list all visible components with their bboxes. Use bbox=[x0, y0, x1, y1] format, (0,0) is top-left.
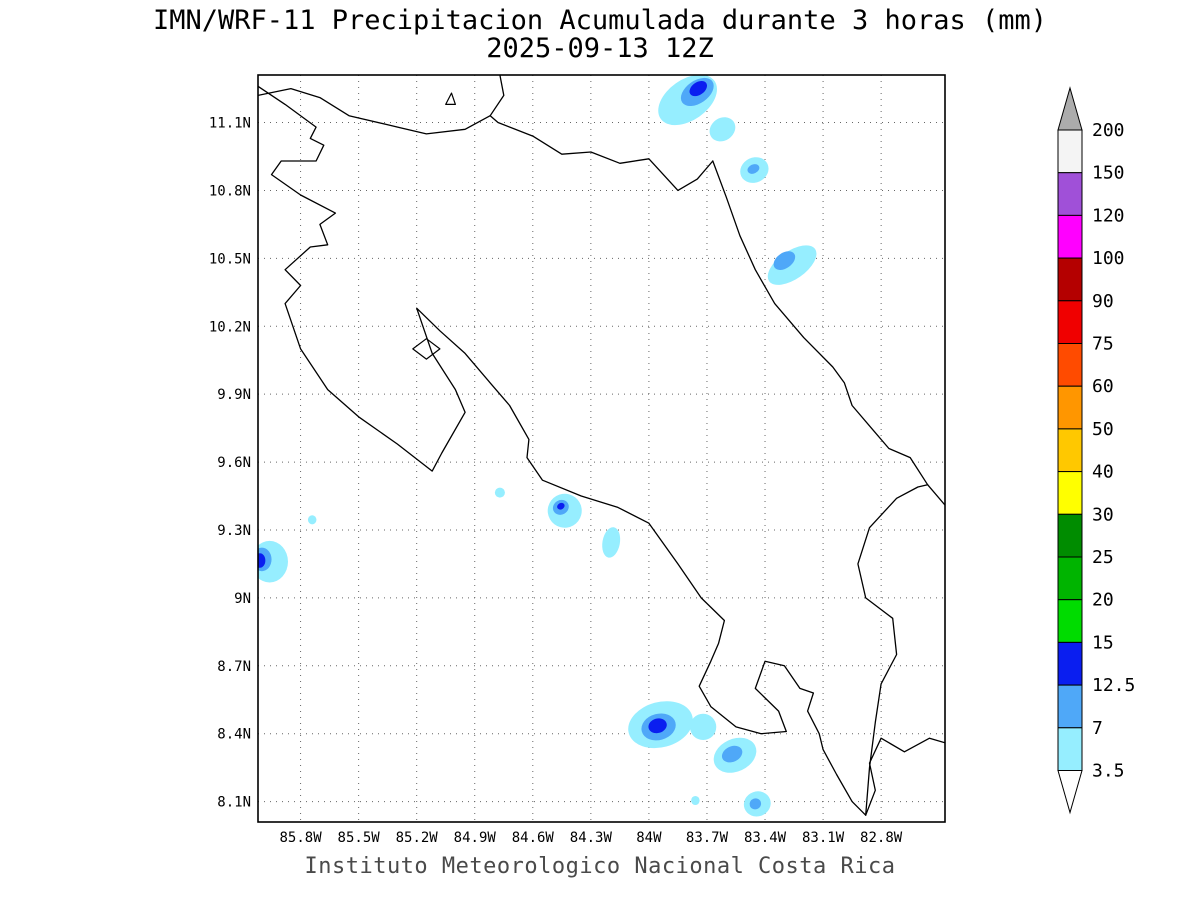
colorbar-segment bbox=[1057, 300, 1083, 344]
precip-blob-level-3.5 bbox=[494, 487, 505, 498]
lon-tick-label: 85.8W bbox=[279, 830, 322, 846]
lat-tick-label: 9N bbox=[234, 591, 251, 607]
precip-blob-level-12.5 bbox=[258, 553, 266, 568]
precip-blob-level-12.5 bbox=[689, 80, 707, 97]
precip-blob-level-3.5 bbox=[689, 713, 717, 741]
lat-tick-label: 11.1N bbox=[209, 116, 251, 132]
colorbar-segment bbox=[1057, 172, 1083, 216]
colorbar-label: 60 bbox=[1092, 376, 1114, 397]
precip-blob-level-7 bbox=[747, 164, 760, 174]
lon-tick-label: 84.9W bbox=[454, 830, 497, 846]
colorbar-segment bbox=[1057, 471, 1083, 515]
coastline bbox=[258, 75, 505, 135]
colorbar-label: 75 bbox=[1092, 334, 1114, 355]
coastline bbox=[489, 115, 714, 192]
lat-tick-label: 10.2N bbox=[209, 319, 251, 335]
lat-axis-labels: 11.1N 10.8N 10.5N 10.2N 9.9N 9.6N 9.3N 9N 8.7N 8.… bbox=[209, 116, 251, 811]
precip-blob-level-7 bbox=[773, 251, 796, 270]
colorbar-segment bbox=[1057, 727, 1083, 771]
colorbar-segment bbox=[1057, 641, 1083, 686]
colorbar-label: 90 bbox=[1092, 291, 1114, 312]
coastline bbox=[865, 737, 945, 816]
colorbar-label: 3.5 bbox=[1092, 761, 1125, 782]
lon-tick-label: 84.6W bbox=[512, 830, 555, 846]
lon-tick-label: 84W bbox=[636, 830, 662, 846]
lat-tick-label: 9.6N bbox=[217, 455, 251, 471]
lat-tick-label: 10.8N bbox=[209, 183, 251, 199]
colorbar-label: 120 bbox=[1092, 205, 1125, 226]
precip-blob-level-7 bbox=[721, 745, 743, 763]
island-outline bbox=[445, 92, 456, 106]
colorbar-segment bbox=[1057, 214, 1083, 259]
gridlines bbox=[258, 75, 945, 822]
colorbar-label: 15 bbox=[1092, 632, 1114, 653]
colorbar-segment bbox=[1057, 343, 1083, 387]
colorbar: 200 150 120 100 90 75 60 50 40 30 25 20 15 12.5 7 3.5 bbox=[1057, 86, 1135, 815]
precip-blob-level-12.5 bbox=[648, 718, 667, 734]
colorbar-label: 12.5 bbox=[1092, 675, 1135, 696]
colorbar-label: 20 bbox=[1092, 590, 1114, 611]
colorbar-segment bbox=[1057, 684, 1083, 729]
lon-tick-label: 83.7W bbox=[686, 830, 729, 846]
precip-blob-level-3.5 bbox=[602, 527, 621, 558]
precip-blob-level-3.5 bbox=[767, 245, 817, 285]
colorbar-label: 25 bbox=[1092, 547, 1114, 568]
precip-blob-level-3.5 bbox=[691, 795, 700, 806]
lon-tick-label: 85.5W bbox=[338, 830, 381, 846]
colorbar-segment bbox=[1057, 556, 1083, 601]
lon-tick-label: 85.2W bbox=[396, 830, 439, 846]
coastline bbox=[258, 85, 929, 816]
colorbar-segment bbox=[1057, 129, 1083, 174]
lon-axis-labels: 85.8W 85.5W 85.2W 84.9W 84.6W 84.3W 84W 83.7W 83… bbox=[279, 830, 902, 846]
colorbar-label: 200 bbox=[1092, 120, 1125, 141]
lon-tick-label: 82.8W bbox=[860, 830, 903, 846]
map-frame bbox=[257, 74, 946, 823]
island-outline bbox=[412, 338, 441, 360]
precip-blob-level-7 bbox=[749, 798, 762, 810]
lat-tick-label: 9.9N bbox=[217, 387, 251, 403]
lat-tick-label: 8.1N bbox=[217, 795, 251, 811]
colorbar-segment bbox=[1057, 513, 1083, 558]
colorbar-segment bbox=[1057, 428, 1083, 473]
lon-tick-label: 83.1W bbox=[802, 830, 845, 846]
colorbar-top-arrow bbox=[1057, 86, 1083, 131]
lat-tick-label: 9.3N bbox=[217, 523, 251, 539]
colorbar-segment bbox=[1057, 385, 1083, 430]
lon-tick-label: 83.4W bbox=[744, 830, 787, 846]
colorbar-label: 50 bbox=[1092, 419, 1114, 440]
colorbar-label: 150 bbox=[1092, 163, 1125, 184]
colorbar-label: 40 bbox=[1092, 462, 1114, 483]
map-background bbox=[258, 75, 945, 822]
lat-tick-label: 10.5N bbox=[209, 251, 251, 267]
colorbar-bottom-arrow bbox=[1057, 770, 1083, 815]
coastline bbox=[712, 160, 945, 506]
precip-blob-level-3.5 bbox=[307, 515, 317, 525]
colorbar-label: 100 bbox=[1092, 248, 1125, 269]
lat-tick-label: 8.4N bbox=[217, 727, 251, 743]
lat-tick-label: 8.7N bbox=[217, 659, 251, 675]
precipitation-layer bbox=[258, 75, 817, 817]
figure-valid-time: 2025-09-13 12Z bbox=[486, 33, 714, 64]
lon-tick-label: 84.3W bbox=[570, 830, 613, 846]
colorbar-segment bbox=[1057, 599, 1083, 643]
figure-title: IMN/WRF-11 Precipitacion Acumulada duran… bbox=[152, 5, 1048, 36]
precip-blob-level-3.5 bbox=[709, 117, 736, 142]
coastline-layer bbox=[258, 75, 945, 816]
colorbar-label: 7 bbox=[1092, 718, 1103, 739]
colorbar-segment bbox=[1057, 257, 1083, 302]
colorbar-label: 30 bbox=[1092, 504, 1114, 525]
figure-footer: Instituto Meteorologico Nacional Costa R… bbox=[304, 854, 896, 879]
precip-blob-level-12.5 bbox=[557, 502, 565, 510]
